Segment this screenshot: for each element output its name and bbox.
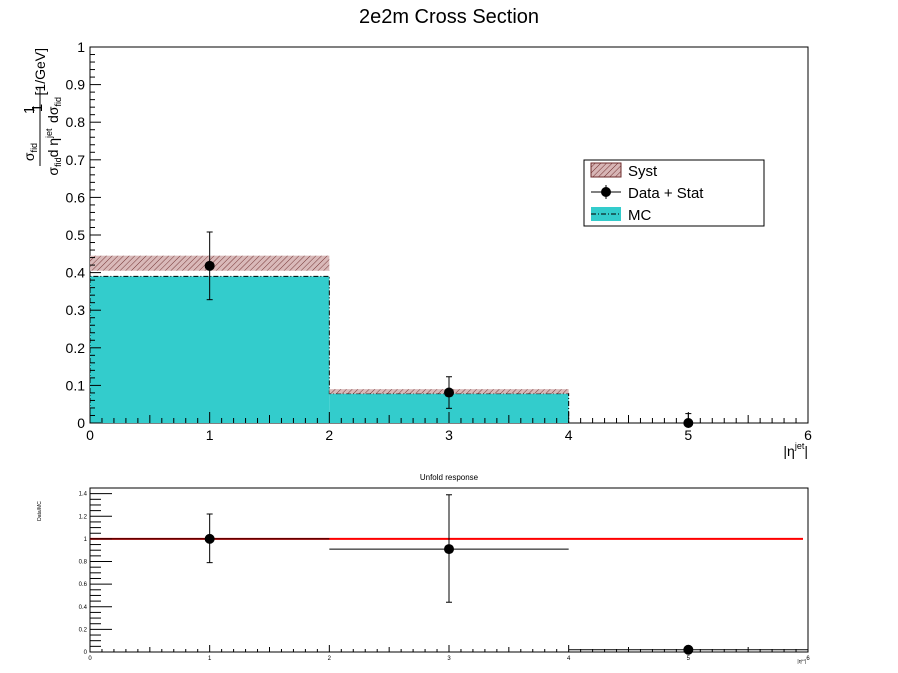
legend-syst-swatch xyxy=(590,162,622,178)
y-tick-label: 0.9 xyxy=(66,77,86,93)
ratio-point xyxy=(204,533,215,544)
y-tick-label: 0.4 xyxy=(66,265,86,281)
svg-text:dσfid: dσfid xyxy=(45,97,63,123)
ratio-y-tick-label: 0.2 xyxy=(79,627,88,633)
y-tick-label: 0.5 xyxy=(66,227,86,243)
y-tick-label: 1 xyxy=(77,39,85,55)
ratio-y-axis-label: Data/MC xyxy=(37,501,43,521)
mc-bar xyxy=(90,276,330,423)
svg-text:σfid: σfid xyxy=(21,143,39,161)
main-x-ticks: 0 1 2 3 4 5 6 xyxy=(86,412,812,443)
legend-entry-mc: MC xyxy=(628,207,651,224)
data-point xyxy=(204,260,215,271)
legend: Syst Data + Stat MC xyxy=(583,159,765,227)
ratio-x-tick-label: 6 xyxy=(806,656,810,662)
ratio-points xyxy=(90,494,808,655)
ratio-y-tick-label: 1.2 xyxy=(79,514,88,520)
ratio-point xyxy=(444,544,454,555)
ratio-x-axis-label: |ηjet| xyxy=(797,658,806,665)
ratio-y-ticks: 0 0.2 0.4 0.6 0.8 1 1.2 1.4 xyxy=(79,492,112,656)
ratio-x-tick-label: 0 xyxy=(88,656,92,662)
svg-text:[1/GeV]: [1/GeV] xyxy=(32,48,48,95)
legend-entry-data: Data + Stat xyxy=(628,185,704,202)
ratio-y-tick-label: 0.4 xyxy=(79,605,88,611)
y-tick-label: 0.2 xyxy=(66,340,86,356)
ratio-x-tick-label: 2 xyxy=(328,656,332,662)
main-x-axis-label: |ηjet| xyxy=(783,441,808,459)
main-y-axis-label-group: σfid 1 σfidd ηjet dσfid [1/GeV] xyxy=(21,48,63,176)
main-y-ticks: 0 0.1 0.2 0.3 0.4 0.5 0.6 0.7 0.8 0.9 1 xyxy=(66,39,101,431)
svg-text:1: 1 xyxy=(21,106,38,114)
x-tick-label: 5 xyxy=(684,427,692,443)
x-tick-label: 3 xyxy=(445,427,453,443)
ratio-x-tick-label: 5 xyxy=(687,656,691,662)
legend-data-marker xyxy=(601,187,611,197)
y-tick-label: 0.6 xyxy=(66,189,86,205)
data-point xyxy=(444,387,454,398)
x-tick-label: 1 xyxy=(206,427,214,443)
ratio-x-ticks: 0 1 2 3 4 5 6 xyxy=(88,645,810,662)
main-y-axis-label: 1 xyxy=(29,104,46,112)
ratio-y-tick-label: 0 xyxy=(84,650,88,656)
svg-text:σfidd ηjet: σfidd ηjet xyxy=(44,128,63,176)
y-tick-label: 0 xyxy=(77,415,85,431)
y-tick-label: 0.1 xyxy=(66,377,86,393)
y-tick-label: 0.3 xyxy=(66,302,86,318)
x-tick-label: 0 xyxy=(86,427,94,443)
x-tick-label: 4 xyxy=(565,427,573,443)
ratio-title: Unfold response xyxy=(420,473,479,482)
ratio-x-tick-label: 3 xyxy=(447,656,451,662)
data-points xyxy=(204,231,694,428)
ratio-y-tick-label: 0.6 xyxy=(79,582,88,588)
svg-text:1: 1 xyxy=(29,104,46,112)
ratio-y-tick-label: 0.8 xyxy=(79,560,88,566)
legend-entry-syst: Syst xyxy=(628,163,658,180)
ratio-y-tick-label: 1.4 xyxy=(79,492,88,498)
ratio-x-tick-label: 4 xyxy=(567,656,571,662)
ratio-x-tick-label: 1 xyxy=(208,656,212,662)
main-title: 2e2m Cross Section xyxy=(359,6,539,28)
ratio-y-tick-label: 1 xyxy=(84,537,88,543)
x-tick-label: 2 xyxy=(325,427,333,443)
y-tick-label: 0.8 xyxy=(66,114,86,130)
x-tick-label: 6 xyxy=(804,427,812,443)
y-tick-label: 0.7 xyxy=(66,152,86,168)
